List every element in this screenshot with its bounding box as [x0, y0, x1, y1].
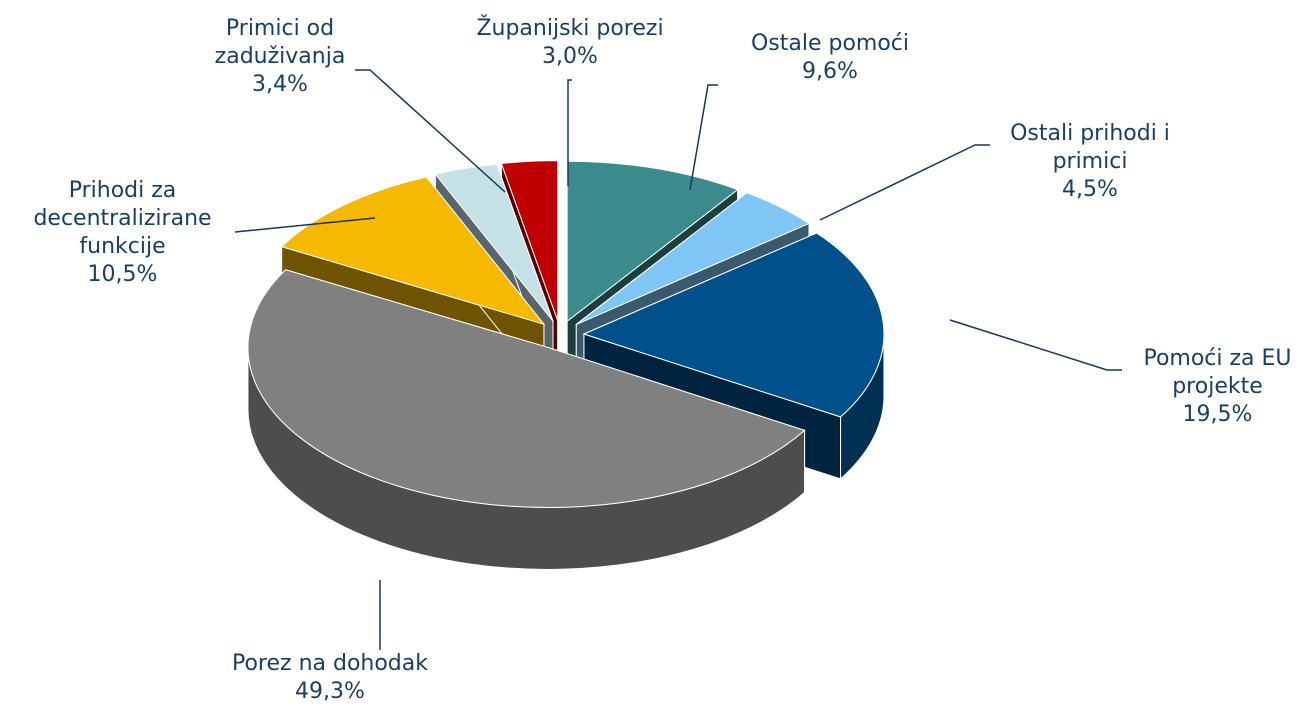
category: Ostali prihodi i primici	[1010, 121, 1170, 174]
value-label: 49,3%	[295, 679, 365, 704]
slice-top	[434, 163, 554, 322]
slice-top	[247, 269, 806, 508]
label: Pomoći za EU projekte 19,5%	[1125, 345, 1310, 429]
label: Županijski porezi 3,0%	[405, 15, 735, 71]
label: Primici od zaduživanja 3,4%	[195, 15, 365, 99]
slices	[247, 160, 885, 570]
leader-line	[567, 79, 572, 186]
category: Županijski porezi	[476, 16, 664, 41]
value-label: 3,0%	[542, 44, 598, 69]
slice-top	[280, 176, 546, 326]
slice	[247, 269, 806, 570]
label: Porez na dohodak 49,3%	[180, 650, 480, 706]
value-label: 9,6%	[802, 59, 858, 84]
slice-top	[575, 192, 811, 325]
category: Pomoći za EU projekte	[1143, 346, 1292, 399]
category: Porez na dohodak	[231, 651, 428, 676]
slice-top	[582, 232, 885, 418]
value-label: 4,5%	[1062, 177, 1118, 202]
value-label: 10,5%	[87, 262, 158, 287]
category: Prihodi za decentralizirane funkcije	[33, 178, 212, 259]
slice-top	[566, 160, 739, 323]
label: Ostali prihodi i primici 4,5%	[990, 120, 1190, 204]
leader-line	[689, 84, 718, 191]
value-label: 19,5%	[1182, 402, 1253, 427]
value-label: 3,4%	[252, 72, 308, 97]
label: Prihodi za decentralizirane funkcije 10,5…	[5, 177, 240, 289]
category: Ostale pomoći	[750, 31, 910, 56]
label: Ostale pomoći 9,6%	[695, 30, 965, 86]
slice-top	[500, 160, 559, 321]
leader-line	[355, 69, 506, 193]
leader-line	[234, 217, 376, 233]
leader-line	[819, 144, 990, 221]
category: Primici od zaduživanja	[214, 16, 346, 69]
leader-line	[949, 319, 1122, 371]
